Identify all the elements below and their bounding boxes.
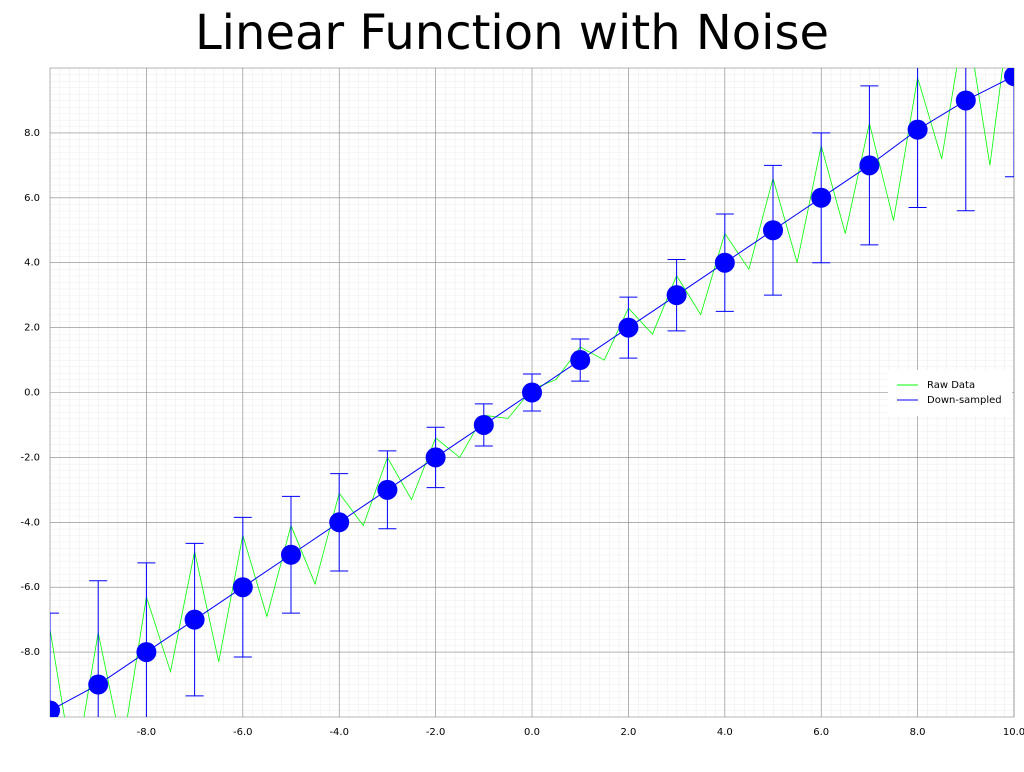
point [1004,68,1014,87]
plot [50,68,1014,717]
point [377,479,398,500]
point [232,577,253,598]
point [859,155,880,176]
y-tick-label: 2.0 [24,323,40,334]
y-tick-label: 6.0 [24,193,40,204]
point [329,512,350,533]
point [136,642,157,663]
point [522,382,542,403]
y-tick-label: -2.0 [20,452,40,463]
y-tick-label: -8.0 [20,647,40,658]
point [88,674,109,695]
legend-label: Raw Data [927,380,975,391]
point [714,252,735,273]
y-tick-label: 8.0 [24,128,40,139]
legend: Raw Data Down-sampled [888,370,1012,416]
x-tick-label: 0.0 [524,727,540,738]
y-tick-label: -6.0 [20,582,40,593]
x-tick-label: 8.0 [910,727,926,738]
chart-title: Linear Function with Noise [195,5,829,61]
x-tick-label: 10.0 [1003,727,1024,738]
x-tick-label: -2.0 [426,727,446,738]
x-tick-label: -4.0 [329,727,349,738]
point [907,119,928,140]
x-tick-label: -6.0 [233,727,253,738]
point [184,609,205,630]
x-tick-label: 6.0 [813,727,829,738]
point [666,285,687,306]
point [281,544,301,565]
x-tick-label: -8.0 [137,727,157,738]
point [473,414,494,435]
legend-label: Down-sampled [927,395,1002,406]
point [425,447,446,468]
point [50,700,60,717]
x-tick-label: 2.0 [620,727,636,738]
point [763,220,783,241]
point [570,350,591,371]
y-tick-label: 4.0 [24,258,40,269]
point [811,187,832,208]
legend-box [888,370,1012,416]
point [618,317,639,338]
y-tick-label: -4.0 [20,517,40,528]
x-tick-label: 4.0 [717,727,733,738]
point [955,90,976,111]
y-tick-label: 0.0 [24,388,40,399]
